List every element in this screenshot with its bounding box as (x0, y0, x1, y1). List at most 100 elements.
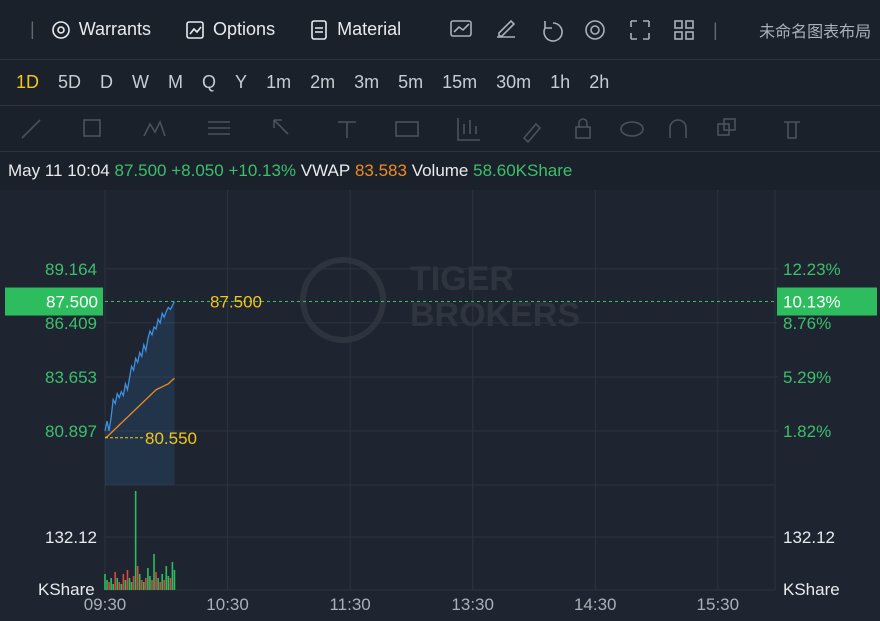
low-label: 80.550 (145, 429, 197, 448)
volume-bar (155, 571, 157, 590)
timeframe[interactable]: D (100, 72, 114, 92)
timeframe[interactable]: 15m (442, 72, 478, 92)
volume-bar (118, 581, 121, 590)
y2-tick-label: 5.29% (783, 368, 831, 387)
volume-bar (163, 579, 166, 590)
quote-bar: May 11 10:04 87.500 +8.050 +10.13% VWAP … (0, 152, 880, 190)
timeframe[interactable]: 1D (16, 72, 40, 92)
volume-bar (136, 565, 139, 590)
toolbar: | Warrants Options Material | 未命名图表布局 (0, 0, 880, 60)
x-tick-label: 11:30 (329, 595, 370, 614)
timeframe[interactable]: 1m (266, 72, 292, 92)
price-area (105, 301, 175, 485)
last-price-label: 87.500 (46, 293, 98, 312)
volume-bar (151, 579, 153, 590)
toolbar-label: Material (337, 19, 402, 39)
icon (51, 20, 70, 39)
timeframe[interactable]: 2m (310, 72, 336, 92)
volume-unit: KShare (38, 580, 95, 599)
quote-time: May 11 10:04 (8, 161, 110, 180)
y-tick-label: 86.409 (45, 314, 97, 333)
drawing-tools (0, 106, 880, 152)
vwap-value: 83.583 (354, 161, 407, 180)
last-pct-label: 10.13% (783, 293, 841, 312)
x-tick-label: 10:30 (206, 595, 249, 614)
volume-bar (147, 567, 149, 590)
x-tick-label: 09:30 (84, 595, 127, 614)
vwap-line (104, 377, 175, 439)
timeframe[interactable]: Q (202, 72, 217, 92)
volume-label: Volume (411, 161, 469, 180)
volume-bar (153, 553, 155, 590)
toolbar-label: Options (213, 19, 276, 39)
timeframe[interactable]: W (132, 72, 150, 92)
vwap-label: VWAP (300, 161, 351, 180)
volume-value: 58.60KShare (473, 161, 573, 180)
icon (186, 20, 204, 39)
last-pct-tag (777, 287, 877, 316)
price-line (104, 301, 176, 432)
volume-bar (132, 575, 135, 590)
volume-bar (128, 577, 131, 590)
volume-unit: KShare (783, 580, 840, 599)
volume-bar (108, 581, 110, 590)
volume-bar (124, 579, 127, 590)
x-tick-label: 15:30 (697, 595, 740, 614)
watermark-logo (300, 257, 386, 343)
quote-change-pct: +10.13% (228, 161, 297, 180)
y-tick-label: 89.164 (45, 260, 97, 279)
toolbar-icons: | (450, 19, 718, 42)
tool-icons (21, 117, 800, 143)
last-price-annotation: 87.500 (210, 293, 262, 312)
timeframe[interactable]: 5m (398, 72, 424, 92)
watermark-text: BROKERS (410, 296, 580, 334)
toolbar-button[interactable]: Options (185, 19, 275, 40)
volume-tick-label: 132.12 (45, 528, 97, 547)
volume-bar (167, 575, 170, 590)
volume-bar (138, 573, 141, 590)
separator: | (30, 19, 35, 39)
volume-bar (140, 579, 143, 590)
volume-bar (143, 581, 145, 590)
timeframe[interactable]: 3m (354, 72, 380, 92)
volume-bar (161, 573, 163, 590)
volume-bar (145, 577, 147, 590)
toolbar-items: Warrants Options Material (51, 19, 435, 40)
toolbar-label: Warrants (78, 19, 152, 39)
volume-bar (120, 583, 123, 590)
volume-bar (122, 573, 125, 590)
timeframe[interactable]: 1h (550, 72, 571, 92)
volume-bar (173, 569, 176, 590)
timeframe[interactable]: Y (235, 72, 248, 92)
volume-bar (116, 577, 119, 590)
watermark-text: TIGER (410, 260, 514, 298)
x-tick-label: 13:30 (451, 595, 494, 614)
volume-bar (157, 577, 159, 590)
timeframe-bar: 1D 5D D W M Q Y 1m 2m 3m 5m 15m 30m 1h 2h (0, 60, 880, 106)
y-tick-label: 83.653 (45, 368, 97, 387)
layout-name[interactable]: 未命名图表布局 (759, 23, 872, 41)
last-price-tag (5, 287, 103, 316)
volume-bar (126, 569, 129, 590)
x-tick-label: 14:30 (574, 595, 617, 614)
volume-bar (104, 573, 106, 590)
timeframe[interactable]: 2h (589, 72, 610, 92)
y2-tick-label: 12.23% (783, 260, 841, 279)
volume-bar (134, 491, 137, 590)
y2-tick-label: 1.82% (783, 422, 831, 441)
timeframe[interactable]: 5D (58, 72, 82, 92)
timeframe[interactable]: 30m (496, 72, 532, 92)
volume-bar (106, 579, 108, 590)
timeframe[interactable]: M (168, 72, 184, 92)
icon (311, 19, 327, 40)
toolbar-button[interactable]: Warrants (51, 19, 151, 40)
y-tick-label: 80.897 (45, 422, 97, 441)
volume-bar (159, 581, 161, 590)
volume-bar (169, 577, 172, 590)
toolbar-button[interactable]: Material (309, 19, 401, 40)
plot-area (0, 190, 880, 621)
quote-price: 87.500 (114, 161, 167, 180)
volume-bar (130, 581, 133, 590)
